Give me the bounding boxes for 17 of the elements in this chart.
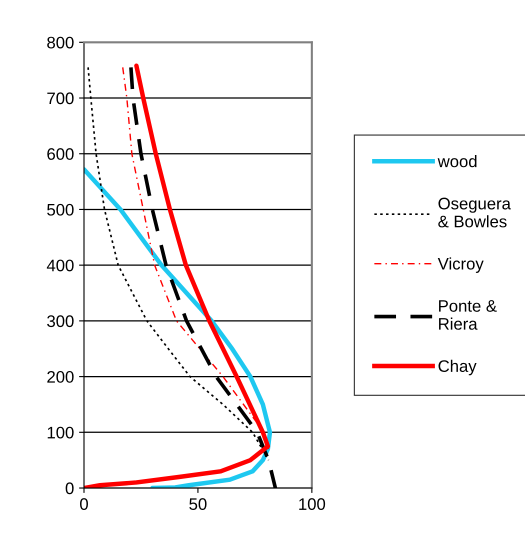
- legend-label: Oseguera & Bowles: [438, 198, 511, 228]
- x-tick-label: 100: [299, 498, 326, 510]
- y-tick-label: 400: [46, 260, 74, 272]
- y-tick-label: 600: [47, 148, 74, 160]
- y-tick-label: 100: [48, 426, 74, 439]
- legend-label: Chay: [438, 360, 477, 376]
- y-tick-label: 700: [47, 92, 74, 104]
- y-tick-label: 0: [66, 482, 74, 494]
- y-tick-label: 300: [47, 315, 74, 328]
- x-tick-label: 0: [80, 498, 88, 510]
- legend-label: wood: [438, 155, 476, 168]
- y-tick-label: 500: [47, 204, 74, 216]
- y-tick-label: 800: [47, 36, 74, 49]
- x-tick-label: 50: [189, 498, 207, 510]
- legend-label: Vicroy: [438, 257, 484, 273]
- y-tick-label: 200: [47, 370, 74, 383]
- legend-label: Ponte & Riera: [439, 300, 497, 330]
